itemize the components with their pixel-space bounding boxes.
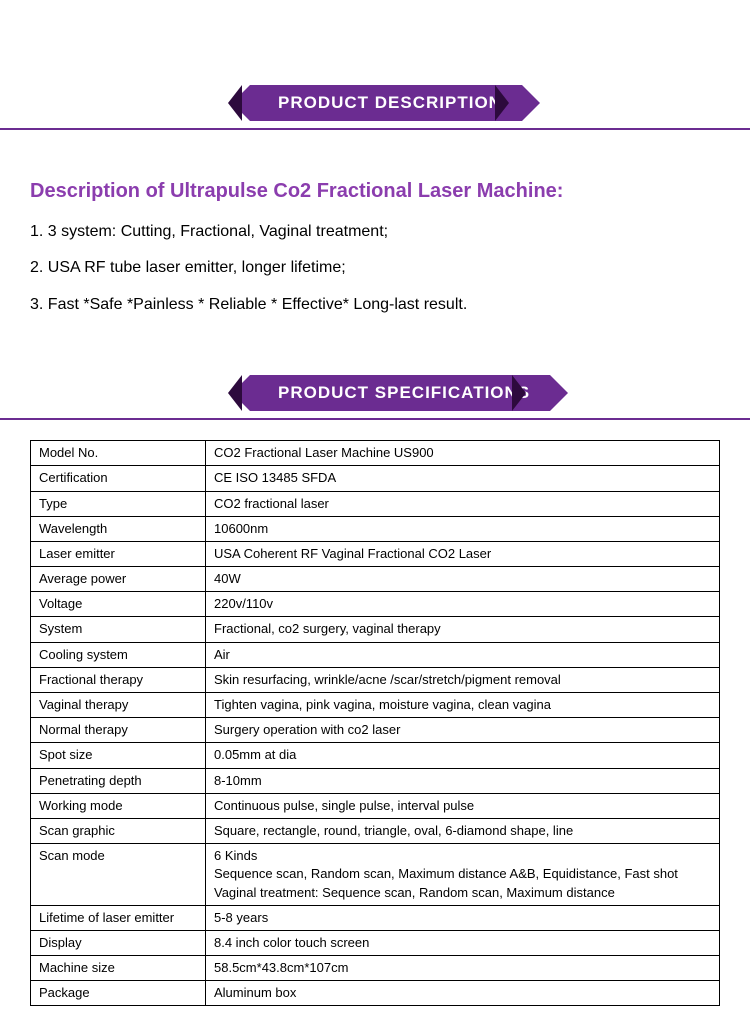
spec-label: Working mode (31, 793, 206, 818)
specifications-table: Model No.CO2 Fractional Laser Machine US… (30, 440, 720, 1006)
table-row: Model No.CO2 Fractional Laser Machine US… (31, 441, 720, 466)
description-content: Description of Ultrapulse Co2 Fractional… (0, 150, 750, 350)
spec-value: Fractional, co2 surgery, vaginal therapy (206, 617, 720, 642)
spec-label: Machine size (31, 956, 206, 981)
description-title: Description of Ultrapulse Co2 Fractional… (30, 180, 720, 203)
spec-value: 40W (206, 567, 720, 592)
spec-label: Laser emitter (31, 541, 206, 566)
table-row: Wavelength10600nm (31, 516, 720, 541)
spec-label: Normal therapy (31, 718, 206, 743)
spec-tbody: Model No.CO2 Fractional Laser Machine US… (31, 441, 720, 1006)
spec-value: CO2 fractional laser (206, 491, 720, 516)
spec-label: Model No. (31, 441, 206, 466)
spec-label: Fractional therapy (31, 667, 206, 692)
spec-label: Scan mode (31, 844, 206, 906)
spec-value: Tighten vagina, pink vagina, moisture va… (206, 693, 720, 718)
spec-label: Voltage (31, 592, 206, 617)
banner-accent-right (512, 375, 526, 411)
table-row: Average power40W (31, 567, 720, 592)
spec-value: 8.4 inch color touch screen (206, 930, 720, 955)
spec-label: Certification (31, 466, 206, 491)
spec-label: Wavelength (31, 516, 206, 541)
table-row: Laser emitterUSA Coherent RF Vaginal Fra… (31, 541, 720, 566)
table-row: SystemFractional, co2 surgery, vaginal t… (31, 617, 720, 642)
banner-description-label: PRODUCT DESCRIPTION (278, 93, 502, 113)
spec-label: Spot size (31, 743, 206, 768)
spec-value: 58.5cm*43.8cm*107cm (206, 956, 720, 981)
spec-value: Skin resurfacing, wrinkle/acne /scar/str… (206, 667, 720, 692)
spec-value: 220v/110v (206, 592, 720, 617)
table-row: Voltage220v/110v (31, 592, 720, 617)
spec-value: Surgery operation with co2 laser (206, 718, 720, 743)
spec-label: Average power (31, 567, 206, 592)
banner-specifications-label: PRODUCT SPECIFICATIONS (278, 383, 530, 403)
spec-label: Vaginal therapy (31, 693, 206, 718)
table-row: Scan mode6 Kinds Sequence scan, Random s… (31, 844, 720, 906)
spec-value: 10600nm (206, 516, 720, 541)
table-row: TypeCO2 fractional laser (31, 491, 720, 516)
table-row: PackageAluminum box (31, 981, 720, 1006)
top-spacer (0, 0, 750, 60)
spec-label: Cooling system (31, 642, 206, 667)
spec-label: Display (31, 930, 206, 955)
spec-value: 5-8 years (206, 905, 720, 930)
table-row: CertificationCE ISO 13485 SFDA (31, 466, 720, 491)
spec-value: USA Coherent RF Vaginal Fractional CO2 L… (206, 541, 720, 566)
table-row: Fractional therapySkin resurfacing, wrin… (31, 667, 720, 692)
spec-value: CE ISO 13485 SFDA (206, 466, 720, 491)
spec-value: Continuous pulse, single pulse, interval… (206, 793, 720, 818)
spec-value: 0.05mm at dia (206, 743, 720, 768)
banner-accent-right (495, 85, 509, 121)
table-row: Spot size0.05mm at dia (31, 743, 720, 768)
spec-label: Scan graphic (31, 818, 206, 843)
spec-value: Aluminum box (206, 981, 720, 1006)
banner-description: PRODUCT DESCRIPTION (250, 85, 522, 121)
description-item: 3. Fast *Safe *Painless * Reliable * Eff… (30, 294, 720, 316)
table-row: Lifetime of laser emitter5-8 years (31, 905, 720, 930)
table-row: Scan graphicSquare, rectangle, round, tr… (31, 818, 720, 843)
section-header-specifications: PRODUCT SPECIFICATIONS (0, 380, 750, 420)
table-row: Cooling systemAir (31, 642, 720, 667)
description-item: 1. 3 system: Cutting, Fractional, Vagina… (30, 221, 720, 243)
spec-value: Air (206, 642, 720, 667)
table-row: Vaginal therapyTighten vagina, pink vagi… (31, 693, 720, 718)
spec-label: Package (31, 981, 206, 1006)
spec-value: 8-10mm (206, 768, 720, 793)
table-row: Machine size58.5cm*43.8cm*107cm (31, 956, 720, 981)
table-row: Display8.4 inch color touch screen (31, 930, 720, 955)
description-item: 2. USA RF tube laser emitter, longer lif… (30, 257, 720, 279)
spec-value: Square, rectangle, round, triangle, oval… (206, 818, 720, 843)
banner-accent-left (228, 85, 242, 121)
spec-label: Lifetime of laser emitter (31, 905, 206, 930)
banner-accent-left (228, 375, 242, 411)
spec-label: Penetrating depth (31, 768, 206, 793)
section-header-description: PRODUCT DESCRIPTION (0, 90, 750, 130)
table-row: Working modeContinuous pulse, single pul… (31, 793, 720, 818)
table-row: Penetrating depth8-10mm (31, 768, 720, 793)
spec-value: 6 Kinds Sequence scan, Random scan, Maxi… (206, 844, 720, 906)
banner-specifications: PRODUCT SPECIFICATIONS (250, 375, 550, 411)
spec-value: CO2 Fractional Laser Machine US900 (206, 441, 720, 466)
table-row: Normal therapySurgery operation with co2… (31, 718, 720, 743)
spec-label: System (31, 617, 206, 642)
spec-label: Type (31, 491, 206, 516)
